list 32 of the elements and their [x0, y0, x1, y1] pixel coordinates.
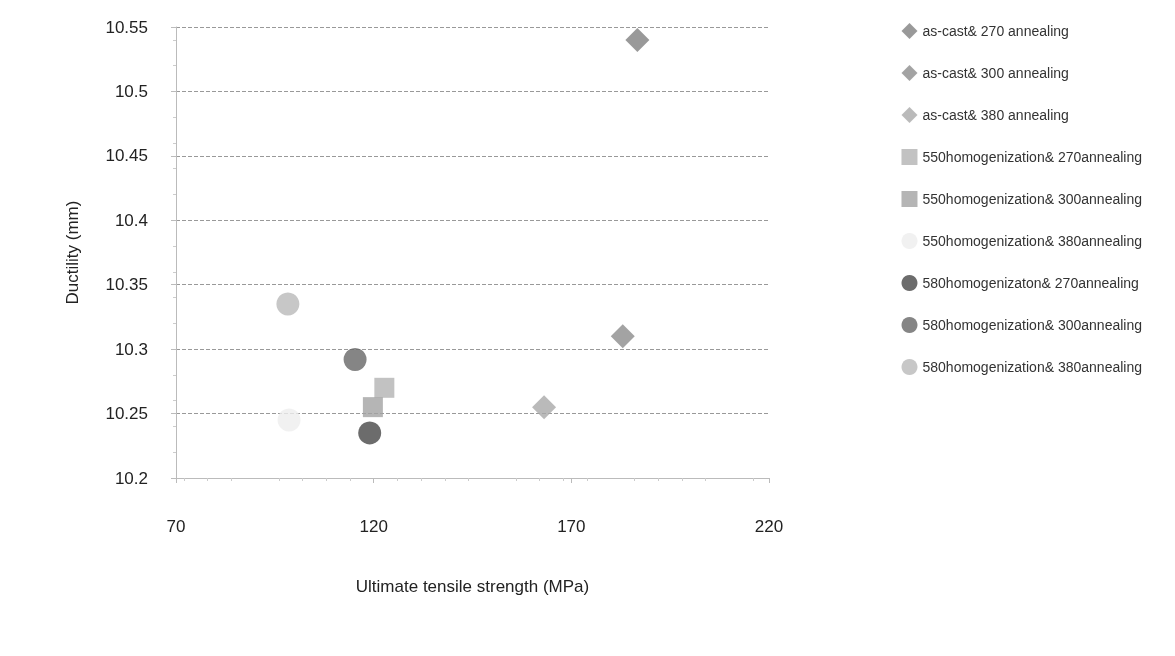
x-tick-label: 170 [557, 517, 586, 536]
legend-label: 550homogenization& 380annealing [922, 233, 1142, 249]
legend-label: 580homogenization& 380annealing [922, 359, 1142, 375]
y-tick-label: 10.55 [105, 17, 148, 37]
legend-label: 580homogenizaton& 270annealing [922, 275, 1139, 291]
y-tick-label: 10.5 [114, 81, 148, 101]
legend-label: as-cast& 300 annealing [922, 65, 1069, 81]
x-tick-label: 70 [166, 517, 186, 536]
point [532, 395, 557, 420]
y-tick-label: 10.3 [114, 339, 148, 359]
point [625, 27, 650, 52]
y-tick-label: 10.4 [114, 210, 148, 230]
y-tick-label: 10.2 [114, 468, 148, 488]
legend-label: as-cast& 270 annealing [922, 23, 1069, 39]
x-tick-label: 220 [754, 517, 784, 536]
legend-label: 550homogenization& 300annealing [922, 191, 1142, 207]
point [362, 397, 383, 418]
point [276, 292, 300, 316]
legend-label: as-cast& 380 annealing [922, 107, 1069, 123]
point [277, 408, 301, 432]
y-axis-title: Ductility (mm) [63, 200, 82, 305]
point [374, 377, 395, 398]
legend-label: 580homogenization& 300annealing [922, 317, 1142, 333]
point [343, 347, 367, 371]
legend-label: 550homogenization& 270annealing [922, 149, 1142, 165]
y-tick-label: 10.45 [105, 146, 148, 166]
point [358, 421, 382, 445]
y-tick-label: 10.35 [105, 275, 148, 295]
x-tick-label: 120 [359, 517, 388, 536]
x-axis-title: Ultimate tensile strength (MPa) [355, 577, 590, 596]
point [610, 324, 635, 349]
y-tick-label: 10.25 [105, 404, 148, 424]
